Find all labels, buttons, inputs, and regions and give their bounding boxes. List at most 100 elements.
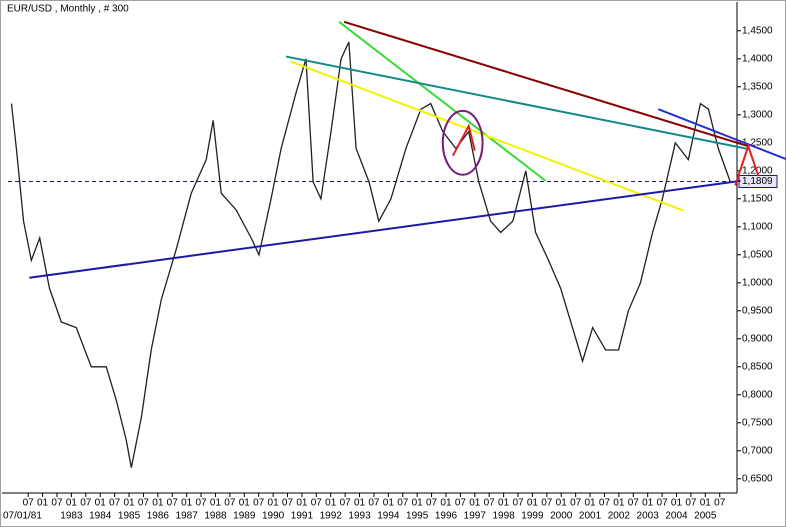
x-tick-label: 07 [23, 498, 35, 509]
x-tick-label: 01 [498, 498, 510, 509]
y-tick-label: 1,3500 [742, 81, 773, 92]
x-year-label: 1997 [464, 511, 487, 522]
y-tick-label: 1,3000 [742, 109, 773, 120]
x-tick-label: 01 [556, 498, 568, 509]
y-tick-label: 1,4000 [742, 53, 773, 64]
x-year-label: 1989 [233, 511, 256, 522]
x-year-label: 1990 [262, 511, 285, 522]
y-tick-label: 1,0500 [742, 249, 773, 260]
trend-line [338, 21, 547, 182]
x-tick-label: 01 [584, 498, 596, 509]
y-tick-label: 0,7500 [742, 417, 773, 428]
trend-line [290, 60, 684, 212]
x-tick-label: 07 [570, 498, 582, 509]
x-year-label: 1991 [291, 511, 314, 522]
x-tick-label: 07 [224, 498, 236, 509]
x-tick-label: 01 [37, 498, 49, 509]
x-year-label: 1992 [320, 511, 343, 522]
x-year-label: 07/01/81 [3, 511, 42, 522]
x-tick-label: 01 [671, 498, 683, 509]
last-price-label: 1,1809 [742, 176, 773, 187]
x-tick-label: 01 [383, 498, 395, 509]
y-tick-label: 0,7000 [742, 445, 773, 456]
x-year-label: 1999 [521, 511, 544, 522]
x-tick-label: 07 [340, 498, 352, 509]
x-tick-label: 07 [455, 498, 467, 509]
x-tick-label: 07 [138, 498, 150, 509]
x-year-label: 1994 [377, 511, 400, 522]
x-tick-label: 07 [599, 498, 611, 509]
trend-line [343, 20, 749, 148]
x-year-label: 1996 [435, 511, 458, 522]
x-year-label: 2003 [637, 511, 660, 522]
x-year-label: 1985 [118, 511, 141, 522]
x-year-label: 2004 [665, 511, 688, 522]
x-tick-label: 07 [397, 498, 409, 509]
x-tick-label: 07 [628, 498, 640, 509]
x-tick-label: 07 [714, 498, 726, 509]
x-tick-label: 01 [268, 498, 280, 509]
x-tick-label: 01 [123, 498, 135, 509]
y-tick-label: 1,4500 [742, 25, 773, 36]
x-tick-label: 01 [613, 498, 625, 509]
x-tick-label: 01 [181, 498, 193, 509]
trend-line [734, 143, 760, 186]
x-tick-label: 01 [440, 498, 452, 509]
x-tick-label: 01 [354, 498, 366, 509]
x-year-label: 2000 [550, 511, 573, 522]
price-line [10, 41, 731, 468]
highlight-ellipse [441, 109, 484, 176]
x-tick-label: 07 [685, 498, 697, 509]
x-year-label: 2001 [579, 511, 602, 522]
x-year-label: 1986 [147, 511, 170, 522]
x-tick-label: 07 [109, 498, 121, 509]
x-tick-label: 01 [210, 498, 222, 509]
x-tick-label: 01 [642, 498, 654, 509]
x-tick-label: 01 [412, 498, 424, 509]
x-year-label: 1998 [492, 511, 515, 522]
x-tick-label: 01 [152, 498, 164, 509]
x-tick-label: 01 [527, 498, 539, 509]
y-tick-label: 1,0000 [742, 277, 773, 288]
y-tick-label: 0,9500 [742, 305, 773, 316]
x-year-label: 1988 [204, 511, 227, 522]
x-year-label: 2002 [608, 511, 631, 522]
x-tick-label: 07 [51, 498, 63, 509]
x-tick-label: 01 [66, 498, 78, 509]
x-tick-label: 01 [469, 498, 481, 509]
y-tick-label: 0,8500 [742, 361, 773, 372]
trend-line [29, 179, 741, 279]
x-tick-label: 01 [325, 498, 337, 509]
x-tick-label: 07 [311, 498, 323, 509]
x-tick-label: 01 [296, 498, 308, 509]
y-tick-label: 0,6500 [742, 473, 773, 484]
trend-line [452, 123, 476, 157]
y-tick-label: 1,1000 [742, 221, 773, 232]
x-tick-label: 01 [95, 498, 107, 509]
x-tick-label: 01 [239, 498, 251, 509]
x-tick-label: 07 [253, 498, 265, 509]
x-year-label: 2005 [694, 511, 717, 522]
x-year-label: 1987 [176, 511, 199, 522]
x-tick-label: 07 [368, 498, 380, 509]
y-tick-label: 1,1500 [742, 193, 773, 204]
y-tick-label: 0,9000 [742, 333, 773, 344]
x-tick-label: 07 [195, 498, 207, 509]
y-tick-label: 0,8000 [742, 389, 773, 400]
chart-title: EUR/USD , Monthly , # 300 [7, 4, 129, 15]
x-tick-label: 07 [167, 498, 179, 509]
x-year-label: 1984 [89, 511, 112, 522]
x-tick-label: 07 [657, 498, 669, 509]
x-tick-label: 01 [700, 498, 712, 509]
x-tick-label: 07 [282, 498, 294, 509]
x-tick-label: 07 [512, 498, 524, 509]
x-tick-label: 07 [80, 498, 92, 509]
x-year-label: 1983 [60, 511, 83, 522]
x-year-label: 1995 [406, 511, 429, 522]
trend-line [285, 55, 749, 150]
x-tick-label: 07 [541, 498, 553, 509]
trend-line [657, 108, 786, 160]
x-tick-label: 07 [426, 498, 438, 509]
